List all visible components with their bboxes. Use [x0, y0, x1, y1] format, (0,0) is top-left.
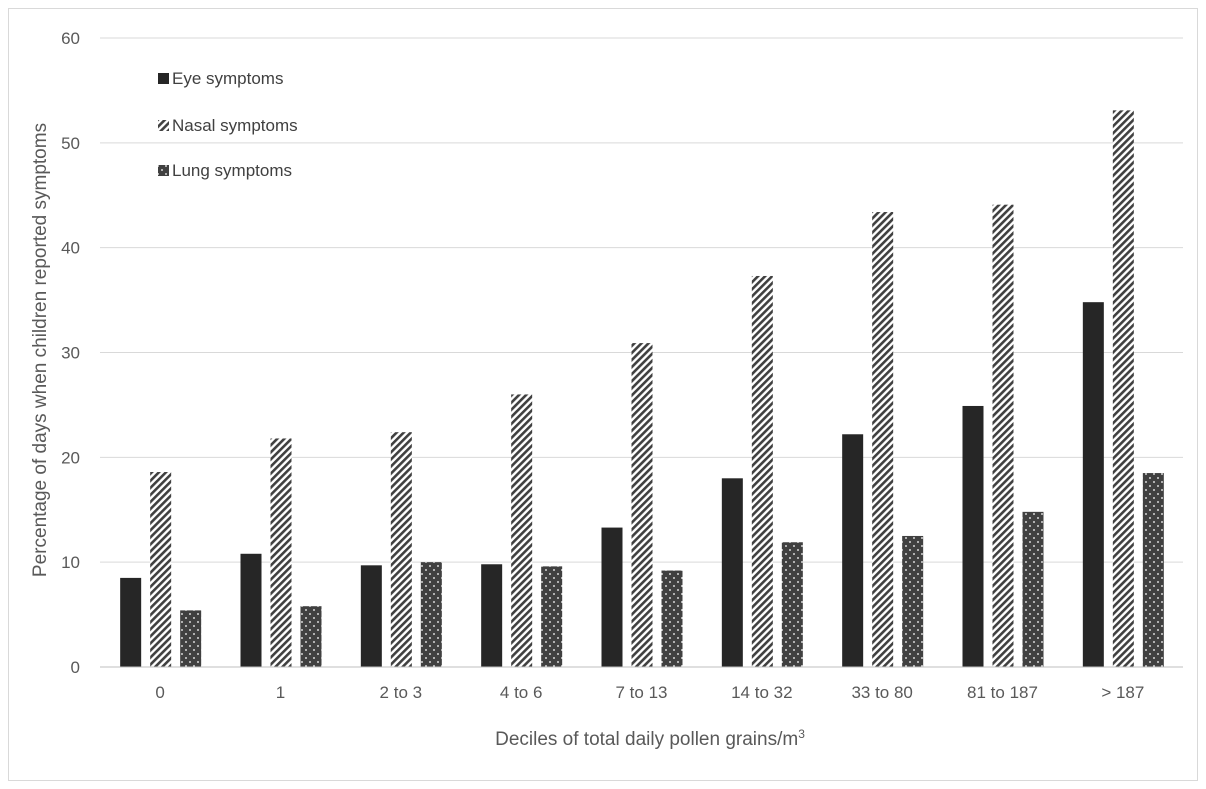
bar-eye-symptoms	[601, 527, 623, 667]
y-axis-title: Percentage of days when children reporte…	[30, 123, 51, 577]
legend-swatch	[158, 120, 169, 131]
x-axis-title-text: Deciles of total daily pollen grains/m	[495, 729, 798, 750]
x-tick-label: 81 to 187	[967, 683, 1038, 702]
x-tick-label: 0	[155, 683, 164, 702]
bar-eye-symptoms	[240, 553, 262, 667]
bar-nasal-symptoms	[751, 275, 773, 667]
bar-eye-symptoms	[721, 478, 743, 667]
x-tick-label: 7 to 13	[616, 683, 668, 702]
bar-nasal-symptoms	[1112, 110, 1134, 667]
y-tick-label: 50	[61, 134, 80, 153]
bar-nasal-symptoms	[631, 343, 653, 667]
bar-lung-symptoms	[420, 562, 442, 667]
legend-swatch	[158, 165, 169, 176]
bar-lung-symptoms	[180, 610, 202, 667]
bar-eye-symptoms	[962, 405, 984, 667]
legend-label: Eye symptoms	[172, 69, 283, 88]
x-axis-title-superscript: 3	[798, 727, 805, 741]
bar-eye-symptoms	[360, 565, 382, 667]
x-axis-title: Deciles of total daily pollen grains/m3	[495, 727, 805, 750]
x-tick-label: 1	[276, 683, 285, 702]
bar-lung-symptoms	[541, 566, 563, 667]
x-tick-label: 33 to 80	[851, 683, 912, 702]
bar-nasal-symptoms	[390, 432, 412, 667]
y-axis-tick-labels: 0 10 20 30 40 50 60	[61, 29, 80, 677]
legend-label: Nasal symptoms	[172, 116, 298, 135]
bar-nasal-symptoms	[270, 438, 292, 667]
bar-nasal-symptoms	[511, 394, 533, 667]
bar-lung-symptoms	[902, 535, 924, 667]
bar-eye-symptoms	[1082, 302, 1104, 667]
bar-eye-symptoms	[842, 434, 864, 667]
x-tick-label: > 187	[1101, 683, 1144, 702]
bar-lung-symptoms	[781, 542, 803, 667]
y-tick-label: 0	[71, 658, 80, 677]
y-tick-label: 30	[61, 344, 80, 363]
bar-nasal-symptoms	[150, 472, 172, 667]
bar-lung-symptoms	[1022, 511, 1044, 667]
x-tick-label: 14 to 32	[731, 683, 792, 702]
y-tick-label: 20	[61, 448, 80, 467]
bars	[120, 110, 1164, 668]
legend-swatch	[158, 73, 169, 84]
bar-lung-symptoms	[1142, 473, 1164, 667]
x-tick-label: 4 to 6	[500, 683, 543, 702]
x-tick-label: 2 to 3	[380, 683, 423, 702]
bar-nasal-symptoms	[992, 204, 1014, 667]
legend: Eye symptoms Nasal symptoms Lung symptoms	[158, 69, 298, 180]
y-tick-label: 60	[61, 29, 80, 48]
bar-lung-symptoms	[300, 606, 322, 667]
x-axis-tick-labels: 0 1 2 to 3 4 to 6 7 to 13 14 to 32 33 to 80 81 …	[155, 683, 1144, 702]
bar-nasal-symptoms	[872, 212, 894, 668]
bar-lung-symptoms	[661, 570, 683, 667]
legend-label: Lung symptoms	[172, 161, 292, 180]
y-tick-label: 40	[61, 239, 80, 258]
bar-eye-symptoms	[481, 564, 503, 667]
y-tick-label: 10	[61, 553, 80, 572]
bar-eye-symptoms	[120, 577, 142, 667]
